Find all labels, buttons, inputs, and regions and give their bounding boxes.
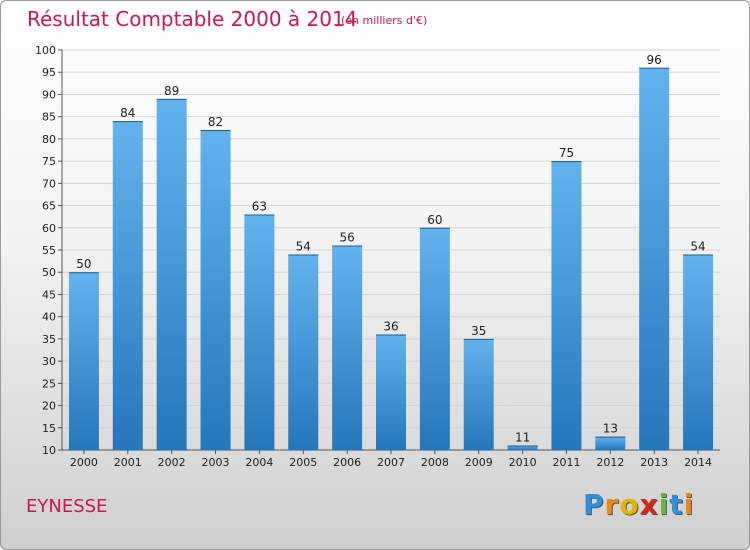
data-label: 11 bbox=[515, 431, 530, 445]
y-axis: 10 15 20 25 30 35 40 45 50 55 60 65 70 75 80 85 90 95 100 bbox=[35, 44, 63, 457]
y-tick-label: 35 bbox=[42, 333, 56, 346]
y-tick-label: 90 bbox=[42, 88, 56, 101]
x-tick-label: 2010 bbox=[509, 456, 537, 469]
bar bbox=[112, 121, 143, 450]
commune-name: EYNESSE bbox=[26, 496, 108, 517]
chart-title: Résultat Comptable 2000 à 2014 bbox=[27, 7, 358, 31]
data-label: 89 bbox=[164, 84, 179, 98]
data-label: 56 bbox=[339, 231, 354, 245]
logo-letter: t bbox=[669, 488, 684, 521]
bar bbox=[639, 67, 670, 451]
data-label: 82 bbox=[208, 115, 223, 129]
x-tick-label: 2008 bbox=[421, 456, 449, 469]
proxiti-logo[interactable]: Proxiti bbox=[583, 488, 694, 521]
chart-subtitle: (en milliers d'€) bbox=[341, 14, 428, 27]
y-tick-label: 45 bbox=[42, 288, 56, 301]
y-tick-label: 15 bbox=[42, 422, 56, 435]
x-tick-label: 2000 bbox=[70, 456, 98, 469]
data-label: 54 bbox=[296, 239, 311, 253]
x-tick-label: 2012 bbox=[596, 456, 624, 469]
logo-letter: i bbox=[683, 488, 695, 521]
y-tick-label: 80 bbox=[42, 133, 56, 146]
x-tick-label: 2005 bbox=[289, 456, 317, 469]
logo-letter: P bbox=[583, 488, 605, 521]
y-tick-label: 40 bbox=[42, 311, 56, 324]
logo-letter: x bbox=[639, 488, 659, 521]
x-tick-label: 2007 bbox=[377, 456, 405, 469]
y-tick-label: 50 bbox=[42, 266, 56, 279]
data-label: 63 bbox=[252, 199, 267, 213]
data-label: 54 bbox=[690, 239, 705, 253]
y-tick-label: 25 bbox=[42, 377, 56, 390]
x-axis: 2000 2001 2002 2003 2004 2005 2006 2007 2008 2009… bbox=[62, 449, 720, 469]
bar bbox=[595, 436, 626, 450]
data-label: 35 bbox=[471, 324, 486, 338]
bar bbox=[683, 254, 714, 450]
y-tick-label: 30 bbox=[42, 355, 56, 368]
bar bbox=[376, 334, 406, 450]
bar bbox=[156, 98, 187, 450]
x-tick-label: 2009 bbox=[465, 456, 493, 469]
data-label: 84 bbox=[120, 106, 135, 120]
y-tick-label: 70 bbox=[42, 177, 56, 190]
y-tick-label: 75 bbox=[42, 155, 56, 168]
logo-letter: r bbox=[604, 488, 620, 521]
data-label: 60 bbox=[427, 213, 442, 227]
bar bbox=[507, 445, 538, 450]
x-tick-label: 2006 bbox=[333, 456, 361, 469]
y-tick-label: 55 bbox=[42, 244, 56, 257]
bar bbox=[200, 130, 231, 450]
bar bbox=[244, 214, 275, 450]
bar bbox=[419, 227, 450, 450]
bar bbox=[68, 272, 99, 450]
x-tick-label: 2011 bbox=[552, 456, 580, 469]
y-tick-label: 65 bbox=[42, 200, 56, 213]
x-tick-label: 2002 bbox=[158, 456, 186, 469]
data-labels: 50 84 89 82 63 54 56 36 60 35 11 75 13 96 54 bbox=[76, 53, 705, 445]
bar bbox=[463, 338, 494, 450]
bar bbox=[551, 161, 582, 450]
bar bbox=[288, 254, 319, 450]
logo-letter: o bbox=[619, 488, 640, 521]
x-tick-label: 2014 bbox=[684, 456, 712, 469]
x-tick-label: 2004 bbox=[245, 456, 273, 469]
logo-letter: i bbox=[658, 488, 670, 521]
y-tick-label: 85 bbox=[42, 111, 56, 124]
bar bbox=[332, 245, 363, 450]
bars bbox=[68, 67, 714, 451]
x-tick-label: 2013 bbox=[640, 456, 668, 469]
x-tick-label: 2003 bbox=[202, 456, 230, 469]
x-tick-label: 2001 bbox=[114, 456, 142, 469]
y-tick-label: 20 bbox=[42, 400, 56, 413]
y-tick-label: 95 bbox=[42, 66, 56, 79]
data-label: 96 bbox=[647, 53, 662, 67]
y-tick-label: 60 bbox=[42, 222, 56, 235]
data-label: 13 bbox=[603, 422, 618, 436]
data-label: 36 bbox=[383, 319, 398, 333]
y-tick-label: 10 bbox=[42, 444, 56, 457]
y-tick-label: 100 bbox=[35, 44, 56, 57]
data-label: 50 bbox=[76, 257, 91, 271]
data-label: 75 bbox=[559, 146, 574, 160]
